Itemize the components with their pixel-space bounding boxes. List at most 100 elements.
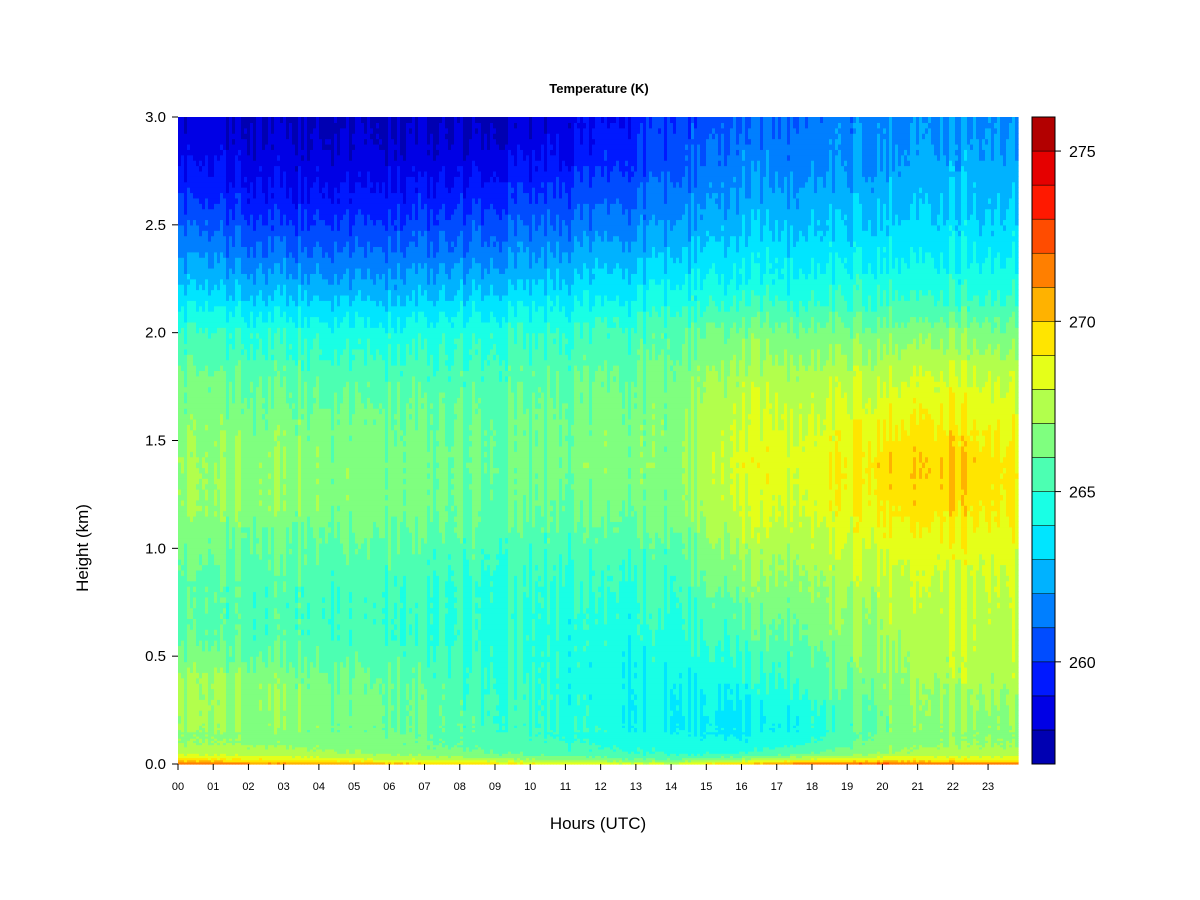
heatmap-cell [184,462,188,469]
heatmap-cell [178,338,182,345]
heatmap-cell [190,656,194,663]
heatmap-cell [178,467,182,474]
heatmap-cell [184,607,188,614]
heatmap-cell [190,219,194,226]
heatmap-cell [181,208,185,215]
heatmap-cell [181,192,185,199]
heatmap-cell [190,418,194,425]
heatmap-cell [178,729,182,733]
heatmap-cell [178,122,182,129]
heatmap-cell [178,316,182,323]
heatmap-cell [187,613,191,620]
heatmap-cell [184,127,188,134]
heatmap-cell [190,241,194,247]
heatmap-cell [187,154,191,161]
heatmap-cell [190,397,194,404]
heatmap-cell [184,117,188,123]
heatmap-cell [196,510,200,517]
heatmap-cell [193,586,197,593]
heatmap-cell [193,731,197,735]
heatmap-cell [187,731,191,735]
heatmap-cell [184,294,188,301]
heatmap-cell [187,661,191,668]
heatmap-cell [193,386,197,393]
heatmap-cell [178,127,182,134]
heatmap-cell [184,354,188,361]
heatmap-cell [193,284,197,291]
heatmap-cell [178,634,182,641]
heatmap-cell [184,733,188,737]
heatmap-cell [193,478,197,485]
heatmap-cell [190,607,194,614]
heatmap-cell [187,138,191,145]
heatmap-cell [193,127,197,134]
heatmap-cell [184,753,188,756]
heatmap-cell [178,413,182,420]
heatmap-cell [178,133,182,140]
heatmap-cell [196,521,200,528]
heatmap-cell [178,645,182,652]
heatmap-cell [187,257,191,264]
heatmap-cell [187,370,191,377]
heatmap-cell [196,699,200,706]
heatmap-cell [184,251,188,258]
heatmap-cell [196,462,200,469]
heatmap-cell [184,181,188,188]
heatmap-cell [190,645,194,652]
heatmap-cell [190,160,194,167]
heatmap-cell [184,515,188,522]
heatmap-cell [187,542,191,549]
heatmap-cell [178,733,182,737]
heatmap-cell [196,467,200,474]
heatmap-cell [178,569,182,576]
heatmap-cell [187,472,191,479]
heatmap-cell [178,596,182,603]
heatmap-cell [178,187,182,194]
heatmap-cell [193,354,197,361]
heatmap-cell [184,408,188,415]
heatmap-cell [193,440,197,447]
heatmap-cell [196,672,200,679]
heatmap-cell [187,117,191,123]
heatmap-cell [187,729,191,733]
heatmap-cell [187,451,191,458]
heatmap-cell [184,418,188,425]
heatmap-cell [190,742,194,746]
heatmap-cell [187,187,191,194]
heatmap-cell [181,677,185,684]
heatmap-cell [196,569,200,576]
heatmap-cell [184,751,188,754]
heatmap-cell [184,219,188,226]
heatmap-cell [190,596,194,603]
heatmap-cell [181,666,185,673]
heatmap-cell [190,677,194,684]
heatmap-cell [187,505,191,512]
heatmap-cell [190,445,194,452]
heatmap-cell [184,553,188,560]
heatmap-cell [187,133,191,140]
heatmap-cell [193,365,197,372]
heatmap-cell [193,429,197,436]
heatmap-cell [190,553,194,560]
heatmap-cell [196,451,200,458]
heatmap-cell [193,241,197,247]
heatmap-cell [181,241,185,247]
heatmap-cell [190,187,194,194]
heatmap-cell [187,348,191,355]
heatmap-cell [190,526,194,533]
heatmap-cell [190,710,194,717]
heatmap-cell [196,542,200,549]
heatmap-cell [178,365,182,372]
heatmap-cell [187,429,191,436]
heatmap-cell [187,738,191,741]
heatmap-cell [193,408,197,415]
heatmap-cell [181,489,185,496]
heatmap-cell [178,397,182,404]
heatmap-cell [181,197,185,204]
heatmap-cell [184,742,188,746]
heatmap-cell [190,623,194,630]
heatmap-cell [184,429,188,436]
heatmap-cell [178,761,182,765]
heatmap-cell [181,230,185,237]
heatmap-cell [193,257,197,264]
